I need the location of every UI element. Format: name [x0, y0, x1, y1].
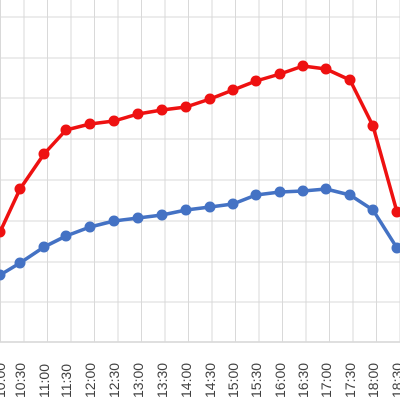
x-tick-label: 13:30 [154, 363, 170, 398]
x-tick-label: 14:00 [178, 363, 194, 398]
blue-series-point [320, 183, 332, 195]
red-series-point [250, 75, 262, 87]
x-tick-label: 10:30 [12, 363, 28, 398]
red-series-point [227, 84, 239, 96]
x-tick-label: 11:00 [36, 364, 52, 398]
blue-series-point [132, 212, 144, 224]
x-tick-label: 16:30 [295, 363, 311, 398]
red-series [0, 60, 400, 238]
x-tick-label: 17:30 [342, 363, 358, 398]
x-tick-label: 18:00 [365, 363, 381, 398]
red-series-point [156, 104, 168, 116]
red-series-point [367, 120, 379, 132]
x-tick-label: 14:30 [202, 363, 218, 398]
red-series-point [297, 60, 309, 72]
x-tick-label: 11:30 [58, 364, 74, 398]
series-layer [0, 60, 400, 281]
red-series-point [38, 148, 50, 160]
red-series-point [14, 183, 26, 195]
blue-series-point [14, 257, 26, 269]
blue-series-point [367, 204, 379, 216]
blue-series-point [227, 198, 239, 210]
blue-series-point [391, 242, 400, 254]
red-series-point [274, 68, 286, 80]
blue-series-point [180, 204, 192, 216]
x-tick-label: 15:30 [248, 363, 264, 398]
blue-series-point [84, 221, 96, 233]
red-series-point [320, 63, 332, 75]
x-tick-label: 12:00 [82, 363, 98, 398]
blue-series-point [297, 185, 309, 197]
red-series-point [180, 101, 192, 113]
x-tick-label: 12:30 [106, 363, 122, 398]
red-series-point [204, 93, 216, 105]
blue-series-point [38, 241, 50, 253]
red-series-point [60, 124, 72, 136]
x-tick-label: 16:00 [272, 363, 288, 398]
blue-series-point [60, 230, 72, 242]
blue-series-point [250, 189, 262, 201]
x-tick-label: 10:00 [0, 363, 8, 398]
x-tick-label: 17:00 [318, 363, 334, 398]
red-series-point [84, 118, 96, 130]
red-series-point [108, 115, 120, 127]
chart-grid [0, 0, 400, 343]
x-tick-label: 15:00 [225, 363, 241, 398]
blue-series-point [344, 189, 356, 201]
x-tick-label: 18:30 [389, 363, 400, 398]
red-series-point [391, 206, 400, 218]
blue-series [0, 183, 400, 281]
blue-series-point [156, 209, 168, 221]
blue-series-point [274, 186, 286, 198]
x-axis-ticks: 10:00 10:30 11:00 11:30 12:00 12:30 13:00 13:30… [0, 363, 400, 398]
red-series-point [132, 108, 144, 120]
red-series-point [344, 74, 356, 86]
x-tick-label: 13:00 [130, 363, 146, 398]
red-series-point [0, 226, 6, 238]
blue-series-point [0, 269, 6, 281]
blue-series-point [108, 215, 120, 227]
blue-series-point [204, 201, 216, 213]
